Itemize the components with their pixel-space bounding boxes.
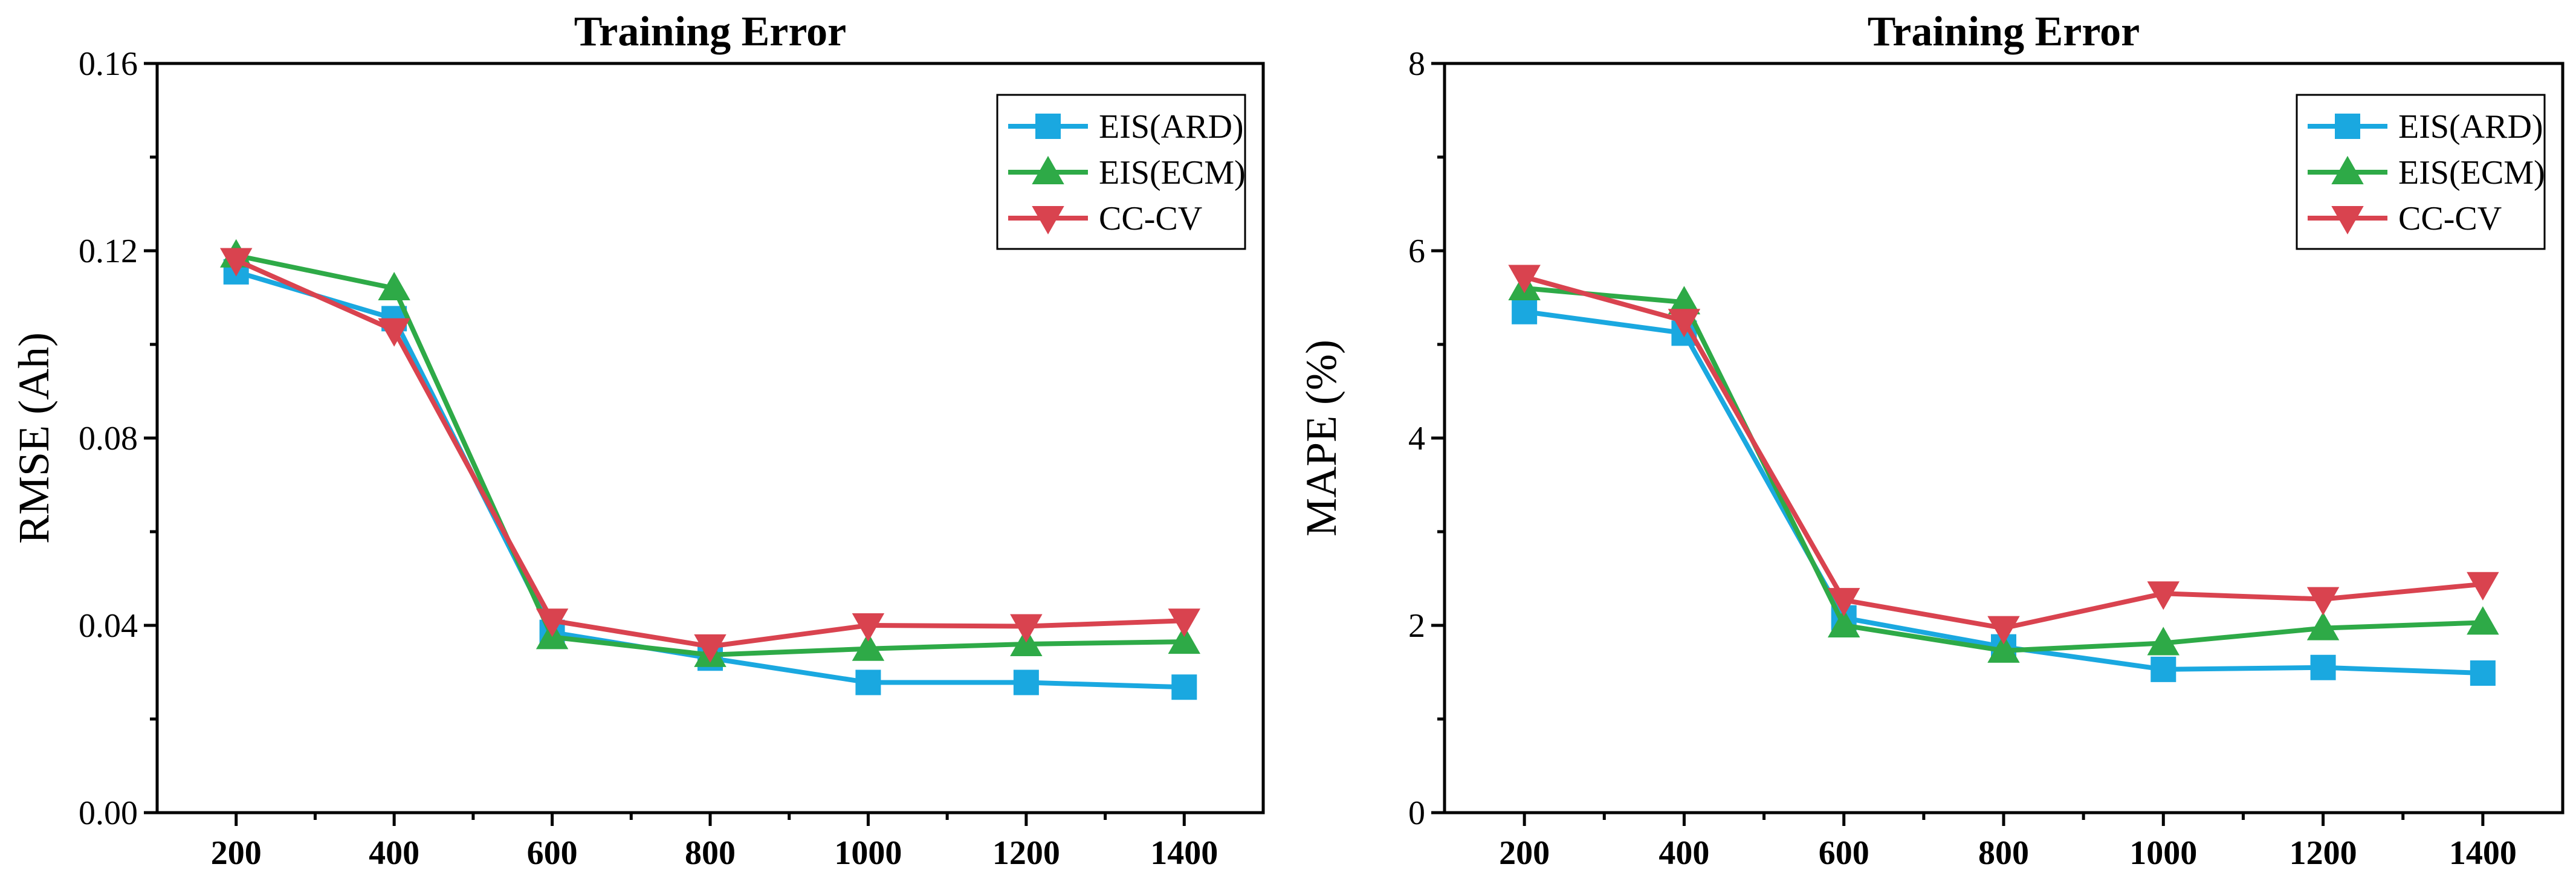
chart-mape: Training Error MAPE (%) 0 2 4 6 8 200 400 600 800 1… — [1297, 8, 2565, 872]
x-tick-label: 800 — [685, 834, 736, 872]
legend-label: CC-CV — [2398, 200, 2502, 237]
y-tick-label: 0.16 — [79, 45, 138, 83]
x-tick-label: 600 — [527, 834, 578, 872]
data-point — [855, 669, 881, 695]
data-point — [694, 634, 727, 663]
x-tick-label: 1400 — [2449, 834, 2517, 872]
chart-title: Training Error — [1868, 8, 2140, 55]
chart-rmse: Training Error RMSE (Ah) 0.00 0.04 0.08 0.12 0… — [10, 8, 1265, 872]
x-tick-label: 1200 — [992, 834, 1060, 872]
data-point — [2467, 572, 2499, 601]
data-point — [852, 613, 885, 642]
x-tick-label: 1000 — [834, 834, 902, 872]
data-point — [1987, 634, 2020, 663]
data-point — [1827, 588, 1860, 617]
data-point — [1168, 625, 1201, 654]
data-point — [378, 318, 410, 347]
data-point — [2310, 654, 2336, 680]
x-tick-label: 200 — [1499, 834, 1550, 872]
data-point — [1987, 616, 2020, 645]
data-point — [1013, 669, 1039, 695]
x-tick-label: 400 — [1659, 834, 1709, 872]
x-tick-label: 1400 — [1150, 834, 1218, 872]
y-tick-label: 4 — [1408, 420, 1425, 457]
chart-title: Training Error — [574, 8, 846, 55]
data-point — [852, 632, 885, 661]
data-point — [1171, 674, 1197, 700]
x-tick-label: 600 — [1819, 834, 1869, 872]
data-point — [2467, 606, 2499, 635]
legend-label: CC-CV — [1099, 200, 1202, 237]
y-tick-label: 6 — [1408, 233, 1425, 270]
data-point — [2306, 611, 2340, 640]
y-tick-label: 8 — [1408, 45, 1425, 83]
x-tick-label: 400 — [369, 834, 419, 872]
y-tick-label: 0.12 — [79, 233, 138, 270]
data-point — [1508, 265, 1541, 294]
legend-marker — [2335, 114, 2360, 139]
legend-marker — [2331, 206, 2364, 235]
legend-marker — [1032, 206, 1064, 235]
data-point — [2306, 587, 2340, 616]
data-point — [2147, 627, 2180, 656]
data-point — [2150, 656, 2176, 682]
data-point — [219, 248, 253, 277]
data-point — [378, 271, 410, 300]
data-point — [1668, 309, 1701, 338]
y-tick-label: 0.04 — [79, 607, 138, 645]
data-point — [2147, 581, 2180, 610]
x-tick-label: 200 — [211, 834, 262, 872]
x-tick-label: 1000 — [2129, 834, 2197, 872]
x-tick-label: 800 — [1978, 834, 2029, 872]
data-point — [1010, 614, 1043, 643]
y-tick-label: 0 — [1408, 795, 1425, 832]
series-line-cc-cv — [235, 257, 1185, 649]
legend-marker — [1035, 114, 1061, 139]
data-point — [536, 608, 569, 637]
data-point — [1168, 608, 1201, 637]
x-tick-label: 1200 — [2290, 834, 2357, 872]
y-tick-label: 0.00 — [79, 795, 138, 832]
legend-marker — [2331, 155, 2364, 184]
legend-label: EIS(ARD) — [1099, 108, 1244, 146]
legend-marker — [1032, 155, 1064, 184]
y-axis-label: MAPE (%) — [1297, 340, 1345, 537]
data-point — [1827, 608, 1860, 637]
y-tick-label: 0.08 — [79, 420, 138, 457]
legend-label: EIS(ECM) — [2398, 154, 2545, 192]
legend-label: EIS(ARD) — [2398, 108, 2543, 146]
legend-label: EIS(ECM) — [1099, 154, 1246, 192]
y-tick-label: 2 — [1408, 607, 1425, 645]
y-axis-label: RMSE (Ah) — [10, 332, 58, 544]
data-point — [2470, 660, 2496, 686]
data-point — [1512, 298, 1538, 324]
